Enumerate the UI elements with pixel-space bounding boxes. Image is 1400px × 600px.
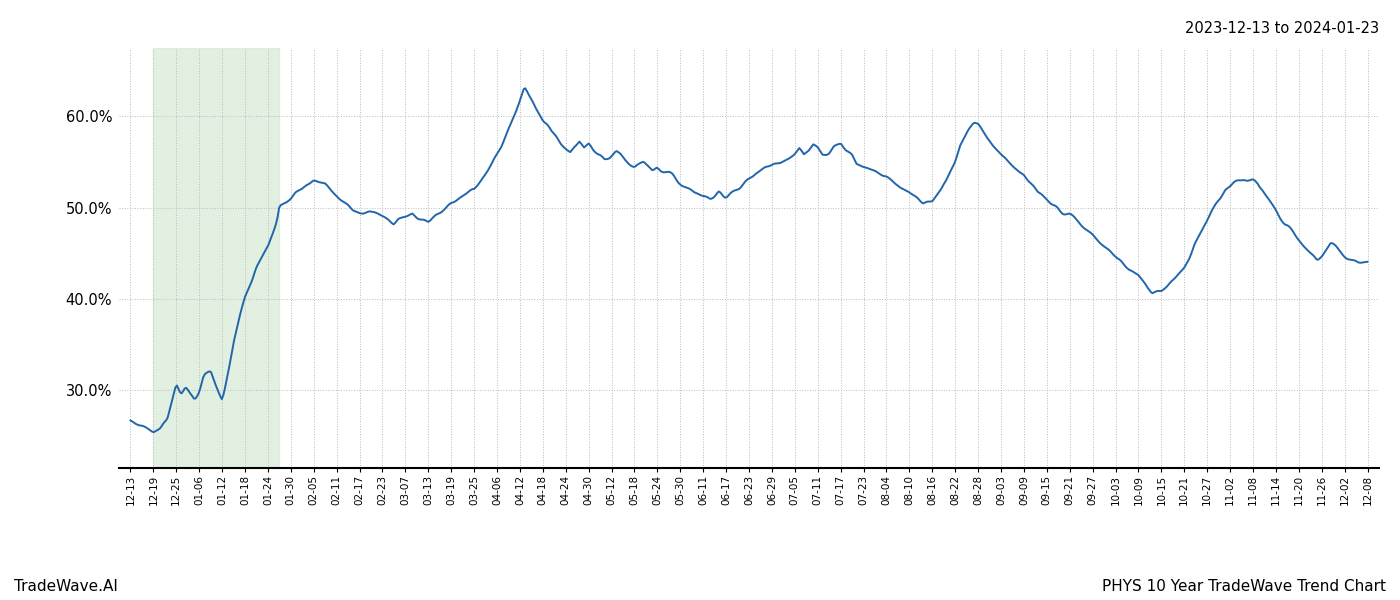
Bar — [154, 48, 280, 468]
Text: PHYS 10 Year TradeWave Trend Chart: PHYS 10 Year TradeWave Trend Chart — [1102, 579, 1386, 594]
Text: 2023-12-13 to 2024-01-23: 2023-12-13 to 2024-01-23 — [1184, 21, 1379, 36]
Text: TradeWave.AI: TradeWave.AI — [14, 579, 118, 594]
